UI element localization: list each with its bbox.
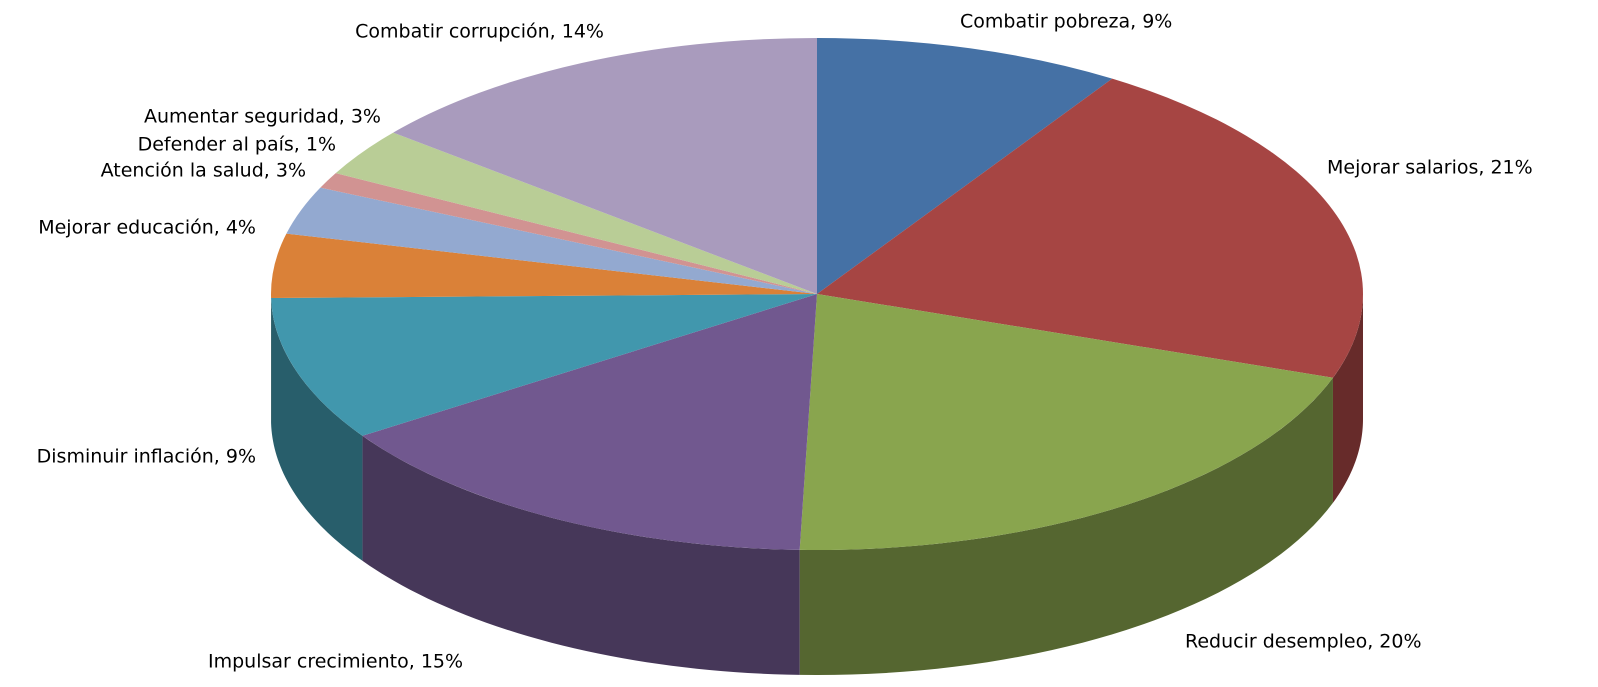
data-label: Atención la salud, 3% xyxy=(101,160,306,182)
slice xyxy=(286,187,817,294)
data-label: Reducir desempleo, 20% xyxy=(1185,631,1422,653)
slice-side xyxy=(799,377,1333,675)
slice xyxy=(270,233,817,299)
data-label: Combatir corrupción, 14% xyxy=(355,21,604,43)
slice-side xyxy=(1332,294,1363,503)
slice xyxy=(320,173,817,294)
slice xyxy=(817,78,1363,378)
data-label: Disminuir inflación, 9% xyxy=(37,446,256,468)
data-label: Defender al país, 1% xyxy=(138,134,336,156)
slice-side xyxy=(271,298,363,561)
slice xyxy=(799,294,1333,550)
slice xyxy=(335,132,817,294)
data-label: Impulsar crecimiento, 15% xyxy=(208,651,463,673)
slice xyxy=(393,38,817,294)
data-label: Aumentar seguridad, 3% xyxy=(144,106,381,128)
data-label: Combatir pobreza, 9% xyxy=(960,11,1172,33)
data-label: Mejorar educación, 4% xyxy=(38,217,256,239)
slice-side xyxy=(362,435,800,675)
slice xyxy=(817,38,1113,294)
data-label: Mejorar salarios, 21% xyxy=(1327,157,1533,179)
slice xyxy=(271,294,817,436)
slice xyxy=(362,294,817,550)
